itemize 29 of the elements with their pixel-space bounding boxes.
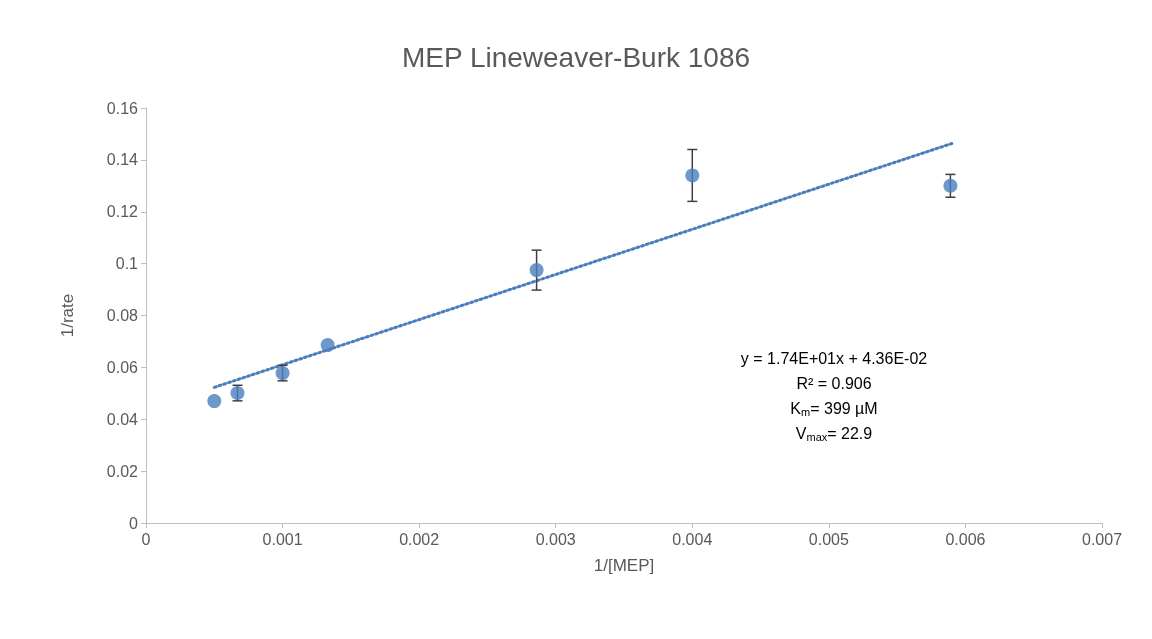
- x-tick-label: 0.006: [945, 530, 986, 548]
- annotation: R² = 0.906: [796, 374, 872, 392]
- y-tick-label: 0.12: [106, 203, 139, 221]
- point: [685, 168, 700, 183]
- y-tick-label: 0.14: [106, 151, 139, 169]
- point: [320, 338, 335, 353]
- point: [207, 394, 222, 409]
- x-tick-label: 0: [141, 530, 151, 548]
- point: [529, 263, 544, 278]
- x-tick-label: 0.004: [672, 530, 713, 548]
- x-tick-label: 0.007: [1081, 530, 1123, 548]
- point: [943, 178, 958, 193]
- x-tick-label: 0.005: [808, 530, 849, 548]
- y-tick-label: 0.08: [106, 307, 139, 324]
- x-tick-label: 0.003: [535, 530, 576, 548]
- y-tick-label: 0: [129, 514, 139, 532]
- y-tick-label: 0.1: [115, 255, 139, 273]
- chart-title: MEP Lineweaver-Burk 1086: [401, 41, 751, 73]
- x-axis-title: 1/[MEP]: [593, 556, 655, 575]
- x-tick-label: 0.001: [262, 530, 303, 548]
- annotation: Km= 399 µM: [790, 400, 878, 418]
- y-tick-label: 0.04: [106, 410, 139, 428]
- y-tick-label: 0.02: [106, 462, 139, 480]
- y-axis-title: 1/rate: [58, 293, 77, 338]
- x-tick-label: 0.002: [399, 530, 440, 548]
- y-tick-label: 0.16: [106, 99, 139, 117]
- annotation: Vmax= 22.9: [795, 425, 873, 443]
- y-tick-label: 0.06: [106, 358, 139, 376]
- annotation: y = 1.74E+01x + 4.36E-02: [740, 349, 928, 367]
